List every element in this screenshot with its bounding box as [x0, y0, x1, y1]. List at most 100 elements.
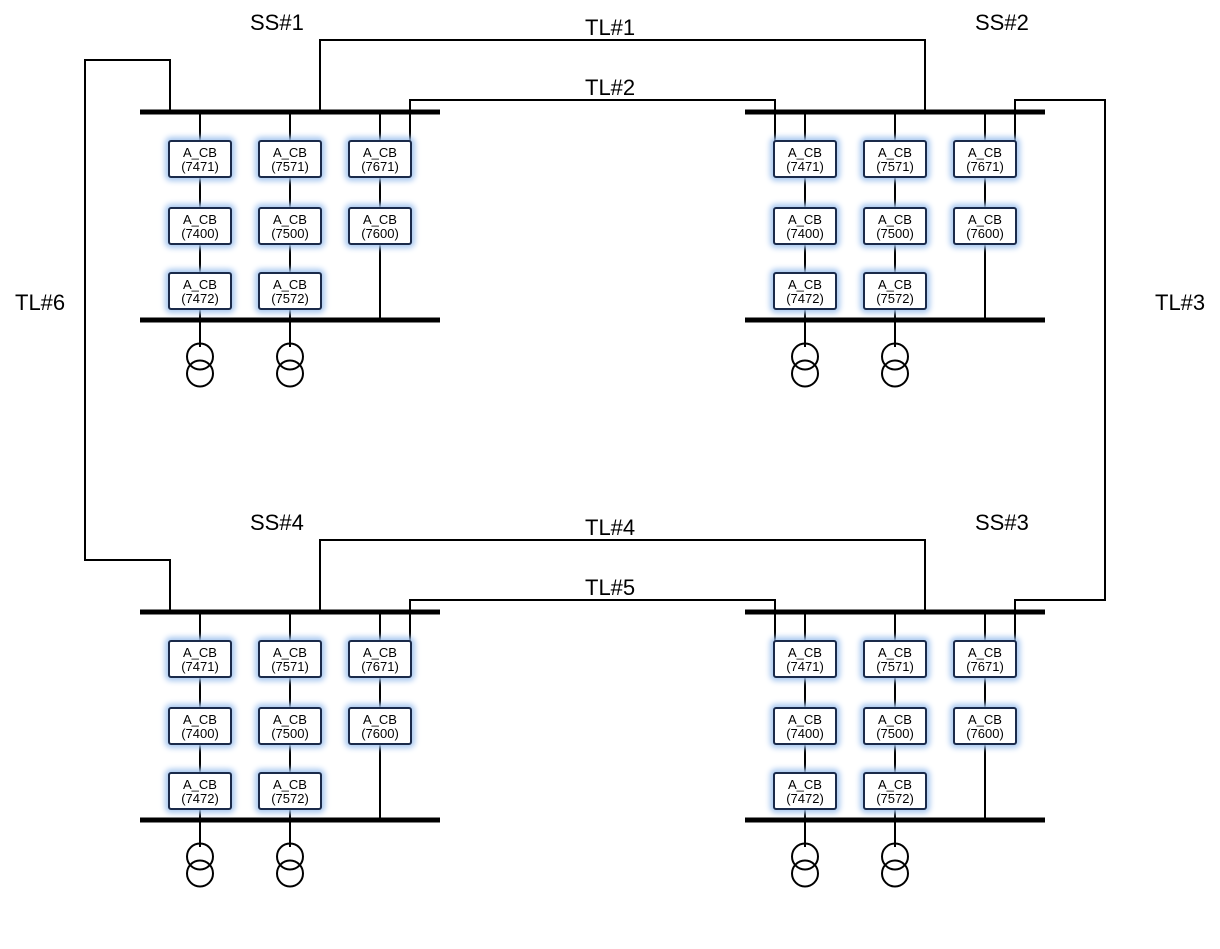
- breaker-ss4-7571: A_CB(7571): [258, 640, 322, 678]
- breaker-ss2-7471: A_CB(7471): [773, 140, 837, 178]
- breaker-ss2-7472: A_CB(7472): [773, 272, 837, 310]
- transformer-icon: [882, 361, 908, 387]
- breaker-type-label: A_CB: [260, 646, 320, 660]
- transformer-icon: [882, 861, 908, 887]
- breaker-ss4-7471: A_CB(7471): [168, 640, 232, 678]
- breaker-ss4-7400: A_CB(7400): [168, 707, 232, 745]
- breaker-type-label: A_CB: [955, 646, 1015, 660]
- breaker-type-label: A_CB: [775, 646, 835, 660]
- transformer-icon: [277, 861, 303, 887]
- breaker-id-label: (7471): [775, 660, 835, 674]
- breaker-id-label: (7471): [170, 160, 230, 174]
- breaker-id-label: (7571): [865, 160, 925, 174]
- breaker-type-label: A_CB: [865, 278, 925, 292]
- label-tl1: TL#1: [585, 15, 635, 41]
- breaker-id-label: (7572): [260, 792, 320, 806]
- breaker-ss1-7500: A_CB(7500): [258, 207, 322, 245]
- breaker-ss1-7572: A_CB(7572): [258, 272, 322, 310]
- breaker-type-label: A_CB: [775, 713, 835, 727]
- breaker-type-label: A_CB: [260, 146, 320, 160]
- breaker-ss4-7600: A_CB(7600): [348, 707, 412, 745]
- breaker-ss3-7500: A_CB(7500): [863, 707, 927, 745]
- breaker-type-label: A_CB: [775, 146, 835, 160]
- breaker-id-label: (7572): [865, 792, 925, 806]
- breaker-type-label: A_CB: [865, 146, 925, 160]
- breaker-id-label: (7472): [775, 792, 835, 806]
- breaker-ss3-7472: A_CB(7472): [773, 772, 837, 810]
- breaker-id-label: (7472): [170, 292, 230, 306]
- transmission-line-tl6: [85, 60, 170, 612]
- breaker-type-label: A_CB: [865, 213, 925, 227]
- breaker-type-label: A_CB: [350, 713, 410, 727]
- breaker-ss2-7500: A_CB(7500): [863, 207, 927, 245]
- breaker-id-label: (7471): [775, 160, 835, 174]
- transformer-icon: [277, 361, 303, 387]
- breaker-type-label: A_CB: [260, 778, 320, 792]
- breaker-ss2-7671: A_CB(7671): [953, 140, 1017, 178]
- breaker-type-label: A_CB: [170, 713, 230, 727]
- label-tl4: TL#4: [585, 515, 635, 541]
- breaker-id-label: (7571): [865, 660, 925, 674]
- breaker-id-label: (7500): [865, 227, 925, 241]
- breaker-ss1-7671: A_CB(7671): [348, 140, 412, 178]
- label-ss1: SS#1: [250, 10, 304, 36]
- breaker-id-label: (7571): [260, 660, 320, 674]
- breaker-id-label: (7500): [260, 227, 320, 241]
- breaker-id-label: (7671): [350, 160, 410, 174]
- breaker-id-label: (7572): [865, 292, 925, 306]
- breaker-type-label: A_CB: [350, 646, 410, 660]
- breaker-id-label: (7400): [775, 227, 835, 241]
- breaker-ss4-7500: A_CB(7500): [258, 707, 322, 745]
- transformer-icon: [187, 361, 213, 387]
- breaker-ss3-7671: A_CB(7671): [953, 640, 1017, 678]
- breaker-id-label: (7671): [955, 160, 1015, 174]
- breaker-id-label: (7671): [955, 660, 1015, 674]
- transmission-line-tl5: [410, 600, 775, 655]
- breaker-type-label: A_CB: [170, 278, 230, 292]
- breaker-id-label: (7471): [170, 660, 230, 674]
- breaker-type-label: A_CB: [955, 146, 1015, 160]
- breaker-id-label: (7600): [350, 227, 410, 241]
- transformer-icon: [792, 861, 818, 887]
- breaker-type-label: A_CB: [350, 213, 410, 227]
- breaker-id-label: (7500): [260, 727, 320, 741]
- breaker-ss2-7600: A_CB(7600): [953, 207, 1017, 245]
- breaker-type-label: A_CB: [865, 713, 925, 727]
- transformer-icon: [187, 861, 213, 887]
- label-ss2: SS#2: [975, 10, 1029, 36]
- breaker-id-label: (7472): [775, 292, 835, 306]
- breaker-ss1-7600: A_CB(7600): [348, 207, 412, 245]
- breaker-id-label: (7472): [170, 792, 230, 806]
- breaker-type-label: A_CB: [260, 213, 320, 227]
- breaker-type-label: A_CB: [170, 213, 230, 227]
- label-ss4: SS#4: [250, 510, 304, 536]
- breaker-type-label: A_CB: [170, 646, 230, 660]
- breaker-ss2-7572: A_CB(7572): [863, 272, 927, 310]
- breaker-id-label: (7600): [955, 727, 1015, 741]
- breaker-id-label: (7572): [260, 292, 320, 306]
- label-tl3: TL#3: [1155, 290, 1205, 316]
- breaker-ss2-7400: A_CB(7400): [773, 207, 837, 245]
- breaker-ss3-7572: A_CB(7572): [863, 772, 927, 810]
- transmission-line-tl2: [410, 100, 775, 155]
- breaker-ss3-7471: A_CB(7471): [773, 640, 837, 678]
- breaker-id-label: (7571): [260, 160, 320, 174]
- breaker-type-label: A_CB: [775, 213, 835, 227]
- breaker-type-label: A_CB: [260, 713, 320, 727]
- breaker-id-label: (7500): [865, 727, 925, 741]
- transformer-icon: [792, 361, 818, 387]
- transmission-line-tl3: [1015, 100, 1105, 655]
- breaker-type-label: A_CB: [865, 646, 925, 660]
- breaker-id-label: (7400): [170, 727, 230, 741]
- breaker-type-label: A_CB: [350, 146, 410, 160]
- breaker-ss1-7471: A_CB(7471): [168, 140, 232, 178]
- breaker-type-label: A_CB: [775, 778, 835, 792]
- breaker-ss4-7472: A_CB(7472): [168, 772, 232, 810]
- label-ss3: SS#3: [975, 510, 1029, 536]
- breaker-ss3-7400: A_CB(7400): [773, 707, 837, 745]
- breaker-id-label: (7400): [170, 227, 230, 241]
- breaker-ss2-7571: A_CB(7571): [863, 140, 927, 178]
- breaker-ss4-7671: A_CB(7671): [348, 640, 412, 678]
- label-tl2: TL#2: [585, 75, 635, 101]
- breaker-ss1-7400: A_CB(7400): [168, 207, 232, 245]
